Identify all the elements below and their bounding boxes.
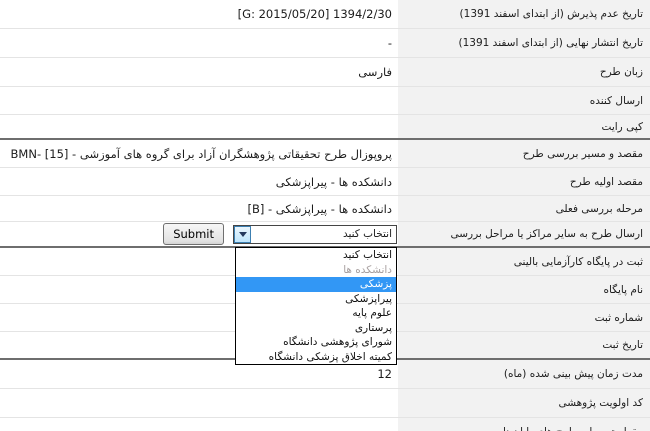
field-label: مقصد و مسیر بررسی طرح: [398, 140, 650, 167]
label-text: تاریخ انتشار نهایی (از ابتدای اسفند 1391…: [458, 37, 644, 49]
form-row: تاریخ انتشار نهایی (از ابتدای اسفند 1391…: [0, 29, 650, 58]
label-text: مرحله بررسی فعلی: [555, 202, 643, 215]
dropdown-option[interactable]: شورای پژوهشی دانشگاه: [283, 336, 392, 349]
field-value: [0, 87, 398, 114]
label-text: مقطع تحصیلی طرح های پایان نامه: [492, 426, 643, 431]
field-value: -: [0, 29, 398, 57]
form-row: مقصد و مسیر بررسی طرح پروپوزال طرح تحقیق…: [0, 140, 650, 168]
label-text: ارسال کننده: [589, 94, 643, 107]
field-value: 12: [0, 360, 398, 388]
field-label: مقطع تحصیلی طرح های پایان نامه: [398, 418, 650, 431]
label-text: مدت زمان پیش بینی شده (ماه): [503, 368, 643, 380]
label-text: مقصد اولیه طرح: [569, 175, 643, 188]
dropdown-option[interactable]: دانشکده ها: [343, 263, 392, 276]
field-label: شماره ثبت: [398, 304, 650, 331]
field-label: زبان طرح: [398, 58, 650, 86]
form-row: زبان طرح فارسی: [0, 58, 650, 87]
label-text: شماره ثبت: [594, 311, 643, 324]
label-text: کد اولویت پژوهشی: [558, 397, 643, 409]
field-value: [0, 389, 398, 417]
stage-select[interactable]: انتخاب کنید: [233, 224, 397, 244]
field-label: تاریخ ثبت: [398, 332, 650, 358]
field-label: ارسال طرح به سایر مراکز یا مراحل بررسی: [398, 222, 650, 246]
form-row: مدت زمان پیش بینی شده (ماه) 12: [0, 360, 650, 389]
value-text: فارسی: [358, 65, 392, 79]
field-label: نام پایگاه: [398, 276, 650, 303]
dropdown-option[interactable]: پزشکی: [236, 277, 396, 292]
label-text: زبان طرح: [599, 66, 643, 78]
chevron-down-icon: [238, 231, 247, 237]
field-label: مقصد اولیه طرح: [398, 168, 650, 195]
submit-button[interactable]: Submit: [163, 223, 224, 245]
dropdown-option[interactable]: کمیته اخلاق پزشکی دانشگاه: [268, 350, 392, 363]
form-row: ارسال کننده: [0, 87, 650, 115]
form-row: تاریخ عدم پذیرش (از ابتدای اسفند 1391) […: [0, 0, 650, 29]
field-label: ثبت در پایگاه کارآزمایی بالینی: [398, 248, 650, 275]
value-text: -: [387, 36, 392, 50]
label-text: ثبت در پایگاه کارآزمایی بالینی: [513, 255, 643, 268]
label-text: تاریخ عدم پذیرش (از ابتدای اسفند 1391): [459, 8, 643, 20]
stage-select-value: انتخاب کنید: [342, 228, 392, 240]
label-text: تاریخ ثبت: [602, 339, 643, 351]
dropdown-option[interactable]: انتخاب کنید: [342, 249, 392, 262]
field-label: کد اولویت پژوهشی: [398, 389, 650, 417]
value-text: [G: 2015/05/20] 1394/2/30: [237, 7, 392, 21]
stage-select-dropdown-button[interactable]: [234, 225, 251, 243]
field-value: [0, 418, 398, 431]
stage-select-open-list: انتخاب کنید دانشکده ها پزشکی پیراپزشکی ع…: [235, 247, 397, 365]
field-label: کپی رایت: [398, 115, 650, 138]
value-text: پروپوزال طرح تحقیقاتی پژوهشگران آزاد برا…: [10, 146, 392, 161]
field-value: [0, 115, 398, 138]
form-row: مقصد اولیه طرح دانشکده ها - پیراپزشکی: [0, 168, 650, 196]
dropdown-option[interactable]: پرستاری: [354, 321, 392, 334]
field-value: دانشکده ها - پیراپزشکی: [0, 168, 398, 195]
form-row: ثبت در پایگاه کارآزمایی بالینی: [0, 248, 650, 276]
field-value: انتخاب کنید Submit: [0, 222, 398, 246]
dropdown-option[interactable]: پیراپزشکی: [345, 292, 392, 305]
field-label: مرحله بررسی فعلی: [398, 196, 650, 221]
field-value: دانشکده ها - پیراپزشکی - [B]: [0, 196, 398, 221]
value-text: دانشکده ها - پیراپزشکی: [275, 174, 392, 189]
label-text: مقصد و مسیر بررسی طرح: [522, 147, 643, 160]
field-label: مدت زمان پیش بینی شده (ماه): [398, 360, 650, 388]
form-row-send-to-stage: ارسال طرح به سایر مراکز یا مراحل بررسی ا…: [0, 222, 650, 248]
form-row: مرحله بررسی فعلی دانشکده ها - پیراپزشکی …: [0, 196, 650, 222]
form-row-clipped: مقطع تحصیلی طرح های پایان نامه: [0, 418, 650, 431]
field-label: تاریخ عدم پذیرش (از ابتدای اسفند 1391): [398, 0, 650, 28]
field-label: ارسال کننده: [398, 87, 650, 114]
form-row: کپی رایت: [0, 115, 650, 140]
field-value: فارسی: [0, 58, 398, 86]
field-value: پروپوزال طرح تحقیقاتی پژوهشگران آزاد برا…: [0, 140, 398, 167]
label-text: کپی رایت: [601, 120, 643, 133]
dropdown-option[interactable]: علوم پایه: [352, 307, 392, 320]
value-text: دانشکده ها - پیراپزشکی - [B]: [247, 201, 392, 216]
value-text: 12: [377, 367, 392, 381]
field-label: تاریخ انتشار نهایی (از ابتدای اسفند 1391…: [398, 29, 650, 57]
field-value: [G: 2015/05/20] 1394/2/30: [0, 0, 398, 28]
form-row: کد اولویت پژوهشی: [0, 389, 650, 418]
label-text: نام پایگاه: [603, 283, 643, 296]
label-text: ارسال طرح به سایر مراکز یا مراحل بررسی: [450, 228, 643, 240]
